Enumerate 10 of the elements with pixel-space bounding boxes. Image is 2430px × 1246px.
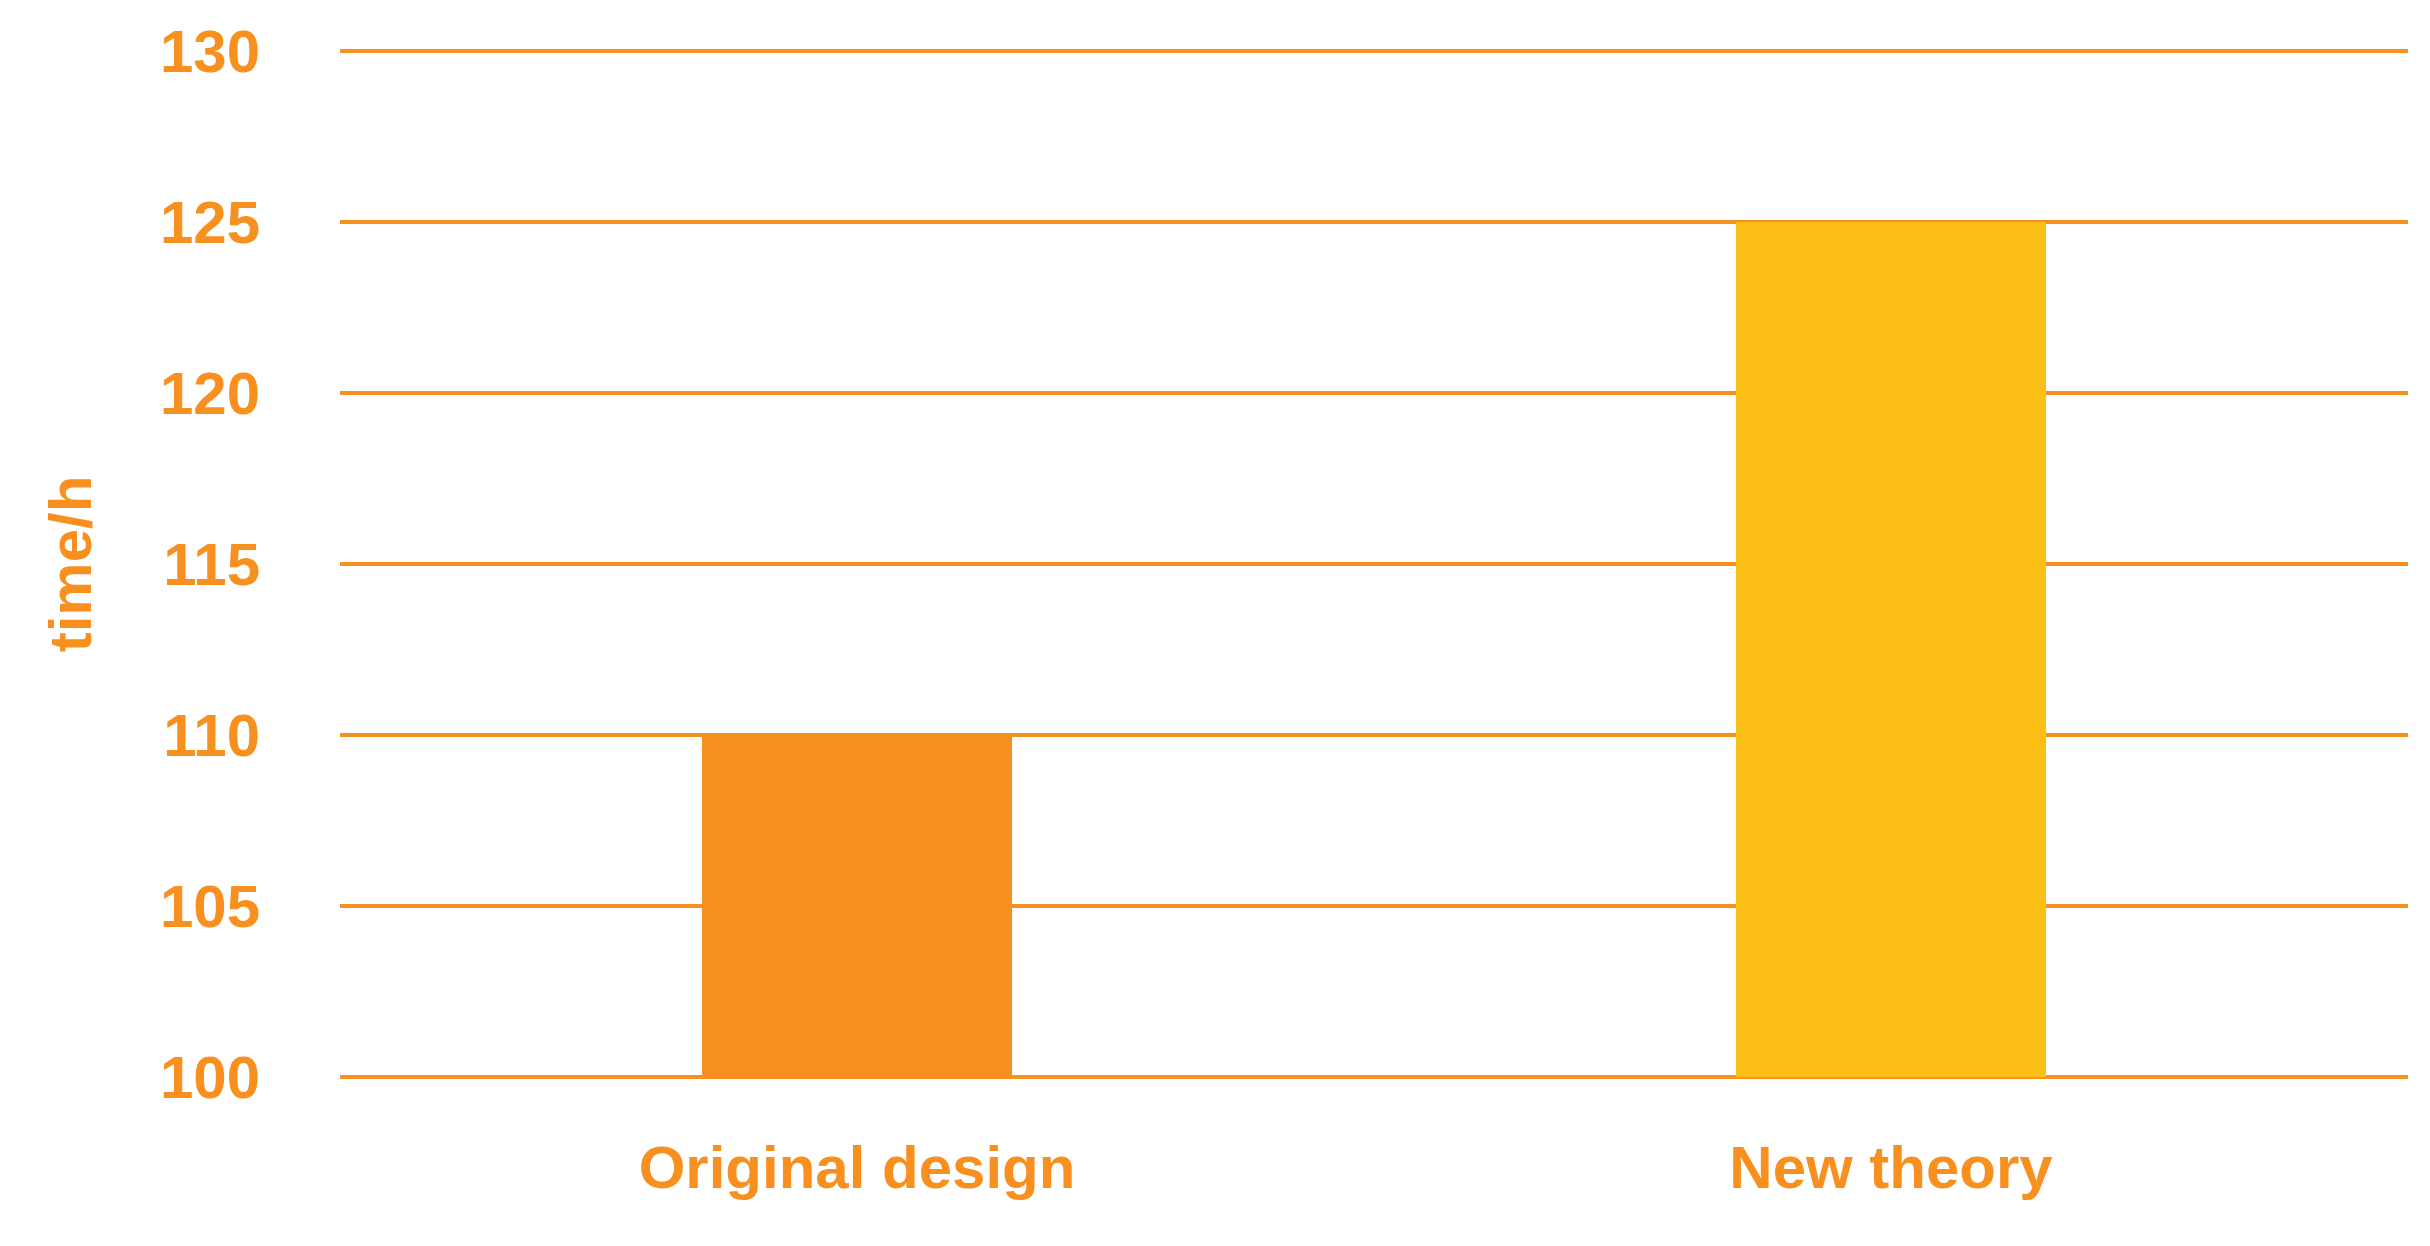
y-tick-label: 115 [163, 530, 260, 598]
y-tick-label: 105 [159, 872, 260, 940]
y-tick-label: 120 [159, 359, 260, 427]
x-tick-label: Original design [638, 1133, 1076, 1201]
y-tick-label: 110 [163, 701, 260, 769]
y-axis-title: time/h [36, 475, 104, 653]
x-tick-label: New theory [1729, 1133, 2054, 1201]
y-tick-label: 125 [159, 188, 260, 256]
y-tick-label: 100 [159, 1043, 260, 1111]
y-tick-label: 130 [159, 17, 260, 85]
